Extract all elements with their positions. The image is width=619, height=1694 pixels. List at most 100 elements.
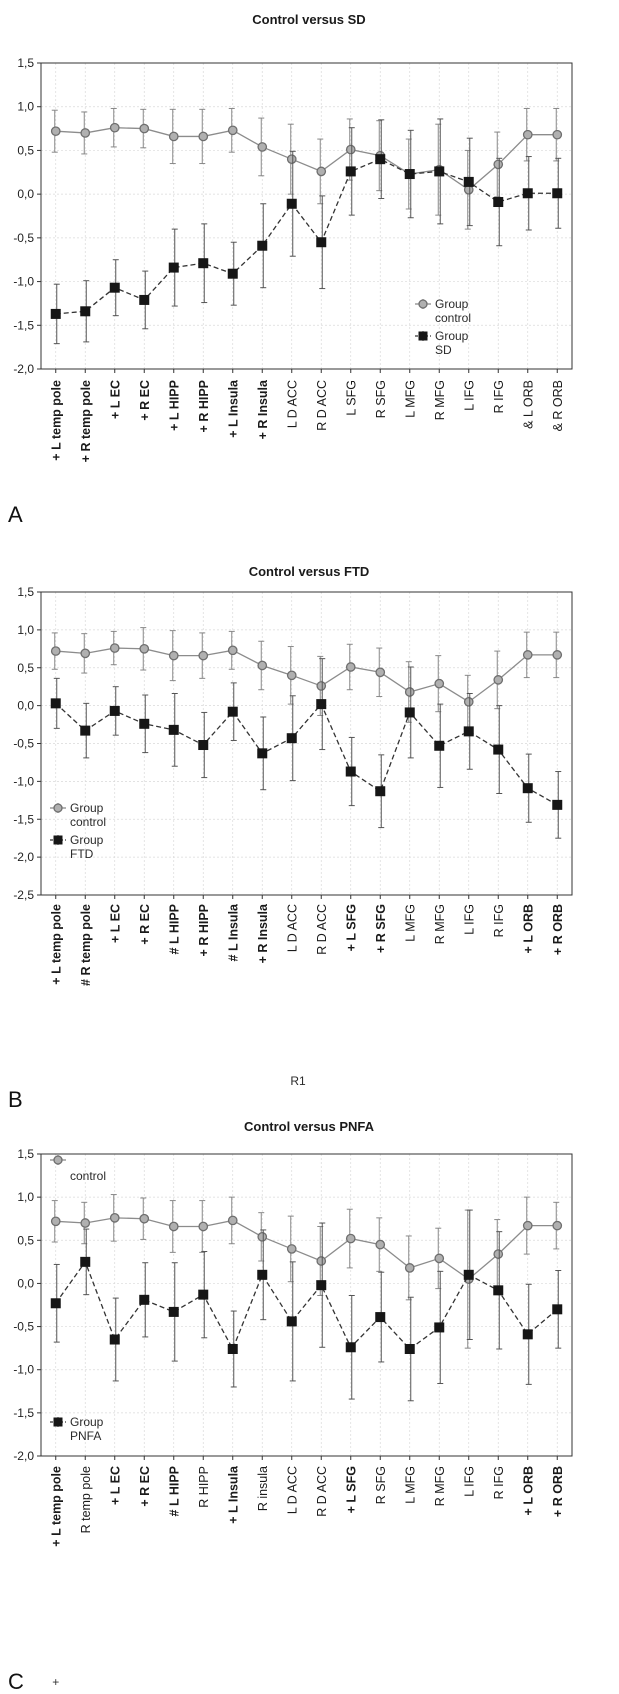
chart-c-control-point xyxy=(227,1215,238,1226)
chart-b-control-point xyxy=(286,670,297,681)
chart-b-category-label: + R EC xyxy=(138,904,152,945)
chart-a-category-label: + R Insula xyxy=(256,379,270,439)
chart-a-category-label: + R EC xyxy=(138,380,152,421)
chart-a-category-label: L MFG xyxy=(403,380,417,418)
chart-a-sd-point xyxy=(552,188,563,199)
chart-b-ftd-point xyxy=(257,748,268,759)
chart-b-title: Control versus FTD xyxy=(249,564,370,579)
chart-a-legend-label: Group xyxy=(435,297,469,311)
chart-a-legend-label: control xyxy=(435,311,471,325)
chart-a-category-label: + L HIPP xyxy=(167,380,181,431)
chart-a-legend-label: Group xyxy=(435,329,469,343)
chart-b-category-label: # L HIPP xyxy=(167,904,181,954)
chart-b-category-label: + R ORB xyxy=(551,904,565,955)
chart-a-sd-point xyxy=(80,306,91,317)
chart-c-pnfa-point xyxy=(552,1304,563,1315)
chart-c-category-label: + R EC xyxy=(138,1466,152,1507)
chart-a-ytick-label: 1,0 xyxy=(17,100,34,114)
chart-b-control-point xyxy=(522,650,533,660)
chart-c-control-point xyxy=(404,1263,415,1273)
chart-c-control-point xyxy=(286,1244,297,1254)
chart-b-category-label: + L temp pole xyxy=(49,904,63,985)
chart-a-category-label: + L temp pole xyxy=(49,380,63,461)
chart-b-ftd-point xyxy=(227,706,238,717)
chart-a-sd-point xyxy=(345,166,356,177)
chart-b-ftd-point xyxy=(463,726,474,737)
chart-b-category-label: + R Insula xyxy=(256,903,270,963)
chart-a-control-point xyxy=(286,154,297,165)
chart-b-ftd-point xyxy=(168,724,179,735)
chart-a-sd-point xyxy=(286,198,297,209)
chart-panel-c: Control versus PNFA -2,0 -1,5 -1,0 -0,5 0,0 0,… xyxy=(0,1120,619,1694)
chart-c-category-label: R insula xyxy=(256,1466,270,1511)
chart-b-control-point xyxy=(375,667,386,678)
chart-c-pnfa-point xyxy=(227,1344,238,1355)
chart-b-ytick-label: -0,5 xyxy=(13,737,34,751)
chart-b-ftd-point xyxy=(493,744,504,755)
chart-c-control-point xyxy=(316,1256,327,1266)
chart-c-control-point xyxy=(198,1221,209,1232)
chart-c-pnfa-point xyxy=(168,1306,179,1317)
chart-c-ytick-label: -2,0 xyxy=(13,1449,34,1463)
chart-b-control-point xyxy=(404,687,415,697)
chart-c-category-label: R temp pole xyxy=(79,1466,93,1533)
chart-a-category-label: R SFG xyxy=(374,380,388,418)
chart-b-ftd-point xyxy=(80,725,91,736)
chart-c-legend-label: control xyxy=(70,1169,106,1183)
chart-c-ytick-label: -1,5 xyxy=(13,1406,34,1420)
chart-b-legend-control-marker xyxy=(53,803,63,813)
chart-b-category-label: + R SFG xyxy=(374,904,388,953)
chart-a-control-point xyxy=(109,122,120,133)
chart-a-sd-point xyxy=(139,294,150,305)
chart-c-svg: Control versus PNFA -2,0 -1,5 -1,0 -0,5 0,0 0,… xyxy=(8,1120,573,1694)
chart-a-sd-point xyxy=(257,240,268,251)
chart-a-category-label: + R temp pole xyxy=(79,380,93,462)
chart-a-control-point xyxy=(80,128,91,138)
chart-b-category-label: # L Insula xyxy=(226,903,240,961)
chart-c-ytick-label: 1,0 xyxy=(17,1190,34,1204)
chart-a-sd-point xyxy=(375,154,386,165)
chart-a-sd-point xyxy=(168,262,179,273)
chart-c-category-label: + L SFG xyxy=(344,1466,358,1513)
chart-a-category-label: R IFG xyxy=(492,380,506,413)
chart-a-ytick-label: -2,0 xyxy=(13,362,34,376)
chart-c-legend-control-marker xyxy=(53,1155,63,1165)
chart-b-ftd-point xyxy=(375,786,386,797)
chart-c-pnfa-point xyxy=(198,1289,209,1300)
chart-b-category-label: L D ACC xyxy=(285,904,299,952)
chart-c-control-point xyxy=(375,1239,386,1250)
chart-b-ftd-point xyxy=(198,740,209,751)
chart-a-panel-label: A xyxy=(8,502,23,527)
chart-b-category-label: L MFG xyxy=(403,904,417,942)
chart-b-category-label: R IFG xyxy=(492,904,506,937)
chart-c-category-label: R SFG xyxy=(374,1466,388,1504)
chart-b-category-label: L IFG xyxy=(462,904,476,935)
chart-b-control-point xyxy=(552,650,563,660)
chart-a-legend-group-marker xyxy=(418,331,428,341)
chart-c-category-label: L MFG xyxy=(403,1466,417,1504)
chart-c-pnfa-point xyxy=(109,1334,120,1345)
chart-c-control-point xyxy=(109,1213,120,1223)
chart-c-ytick-label: -0,5 xyxy=(13,1320,34,1334)
chart-b-control-point xyxy=(434,678,445,689)
chart-a-control-point xyxy=(552,129,563,140)
chart-c-plot-area xyxy=(41,1154,572,1456)
chart-c-control-point xyxy=(522,1220,533,1231)
chart-b-ytick-label: 1,5 xyxy=(17,585,34,599)
chart-c-category-label: L IFG xyxy=(462,1466,476,1497)
chart-c-control-point xyxy=(80,1218,91,1228)
chart-a-sd-point xyxy=(463,176,474,187)
chart-c-category-label: + L temp pole xyxy=(49,1466,63,1547)
chart-a-sd-point xyxy=(109,282,120,293)
chart-c-ytick-label: -1,0 xyxy=(13,1363,34,1377)
chart-c-pnfa-point xyxy=(434,1322,445,1333)
chart-b-ytick-label: -1,5 xyxy=(13,812,34,826)
chart-c-control-point xyxy=(552,1220,563,1231)
chart-a-category-label: L IFG xyxy=(462,380,476,411)
chart-b-frame xyxy=(40,591,573,896)
chart-b-control-point xyxy=(493,675,504,685)
chart-c-pnfa-point xyxy=(345,1342,356,1353)
chart-c-pnfa-point xyxy=(286,1316,297,1327)
chart-c-extra-marker: + xyxy=(52,1675,59,1689)
chart-c-frame xyxy=(40,1153,573,1457)
